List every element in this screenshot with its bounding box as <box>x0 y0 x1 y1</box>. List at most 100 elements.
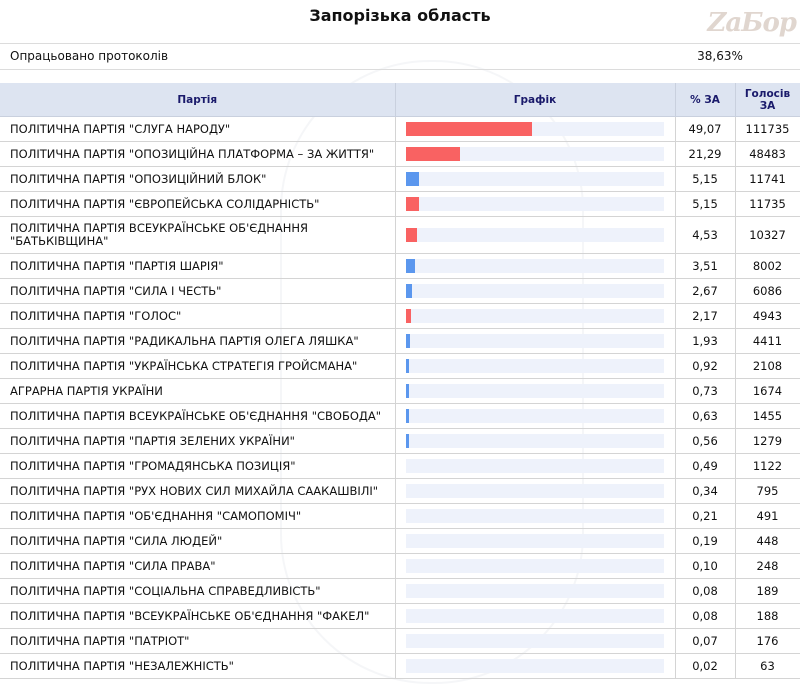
graph-cell <box>395 528 676 554</box>
votes-value: 189 <box>735 578 800 604</box>
result-bar <box>405 147 461 161</box>
percent-value: 4,53 <box>675 216 736 254</box>
zabor-logo: ZaБор <box>707 8 797 38</box>
party-name: ПОЛІТИЧНА ПАРТІЯ "СОЦІАЛЬНА СПРАВЕДЛИВІС… <box>0 578 396 604</box>
percent-value: 0,63 <box>675 403 736 429</box>
percent-value: 1,93 <box>675 328 736 354</box>
party-name: ПОЛІТИЧНА ПАРТІЯ "ЄВРОПЕЙСЬКА СОЛІДАРНІС… <box>0 191 396 217</box>
votes-value: 176 <box>735 628 800 654</box>
table-row: ПОЛІТИЧНА ПАРТІЯ "СИЛА ПРАВА" 0,10 248 <box>0 553 800 579</box>
graph-cell <box>395 453 676 479</box>
votes-value: 448 <box>735 528 800 554</box>
bar-track <box>405 659 664 673</box>
percent-value: 21,29 <box>675 141 736 167</box>
table-row: ПОЛІТИЧНА ПАРТІЯ "НЕЗАЛЕЖНІСТЬ" 0,02 63 <box>0 653 800 679</box>
votes-value: 4411 <box>735 328 800 354</box>
graph-cell <box>395 116 676 142</box>
table-row: ПОЛІТИЧНА ПАРТІЯ "ОПОЗИЦІЙНИЙ БЛОК" 5,15 1… <box>0 166 800 192</box>
votes-value: 4943 <box>735 303 800 329</box>
party-name: ПОЛІТИЧНА ПАРТІЯ "СИЛА І ЧЕСТЬ" <box>0 278 396 304</box>
header-percent[interactable]: % ЗА <box>675 83 736 117</box>
graph-cell <box>395 603 676 629</box>
votes-value: 188 <box>735 603 800 629</box>
bar-track <box>405 172 664 186</box>
table-row: ПОЛІТИЧНА ПАРТІЯ "РАДИКАЛЬНА ПАРТІЯ ОЛЕГ… <box>0 328 800 354</box>
votes-value: 6086 <box>735 278 800 304</box>
bar-track <box>405 459 664 473</box>
bar-track <box>405 197 664 211</box>
percent-value: 0,10 <box>675 553 736 579</box>
result-bar <box>405 434 409 448</box>
result-bar <box>405 172 419 186</box>
results-body: ПОЛІТИЧНА ПАРТІЯ "СЛУГА НАРОДУ" 49,07 1117… <box>0 116 800 679</box>
table-row: ПОЛІТИЧНА ПАРТІЯ "ПАРТІЯ ЗЕЛЕНИХ УКРАЇНИ… <box>0 428 800 454</box>
bar-track <box>405 147 664 161</box>
votes-value: 48483 <box>735 141 800 167</box>
votes-value: 1279 <box>735 428 800 454</box>
bar-track <box>405 384 664 398</box>
processed-value: 38,63% <box>697 49 743 63</box>
percent-value: 5,15 <box>675 166 736 192</box>
graph-cell <box>395 278 676 304</box>
percent-value: 3,51 <box>675 253 736 279</box>
percent-value: 0,07 <box>675 628 736 654</box>
result-bar <box>405 334 411 348</box>
party-name: ПОЛІТИЧНА ПАРТІЯ "ОПОЗИЦІЙНИЙ БЛОК" <box>0 166 396 192</box>
header-party[interactable]: Партія <box>0 83 396 117</box>
votes-value: 1122 <box>735 453 800 479</box>
bar-track <box>405 259 664 273</box>
votes-value: 2108 <box>735 353 800 379</box>
result-bar <box>405 359 409 373</box>
table-row: ПОЛІТИЧНА ПАРТІЯ "СОЦІАЛЬНА СПРАВЕДЛИВІС… <box>0 578 800 604</box>
graph-cell <box>395 628 676 654</box>
header-votes[interactable]: Голосів ЗА <box>735 83 800 117</box>
party-name: ПОЛІТИЧНА ПАРТІЯ "ВСЕУКРАЇНСЬКЕ ОБ'ЄДНАН… <box>0 603 396 629</box>
percent-value: 2,17 <box>675 303 736 329</box>
header-graph: Графік <box>395 83 676 117</box>
votes-value: 11741 <box>735 166 800 192</box>
votes-value: 795 <box>735 478 800 504</box>
percent-value: 0,19 <box>675 528 736 554</box>
table-row: ПОЛІТИЧНА ПАРТІЯ "ВСЕУКРАЇНСЬКЕ ОБ'ЄДНАН… <box>0 603 800 629</box>
party-name: ПОЛІТИЧНА ПАРТІЯ "СИЛА ПРАВА" <box>0 553 396 579</box>
bar-track <box>405 309 664 323</box>
bar-track <box>405 409 664 423</box>
votes-value: 1674 <box>735 378 800 404</box>
graph-cell <box>395 478 676 504</box>
table-row: АГРАРНА ПАРТІЯ УКРАЇНИ 0,73 1674 <box>0 378 800 404</box>
processed-protocols-row: Опрацьовано протоколів 38,63% <box>0 43 800 70</box>
votes-value: 1455 <box>735 403 800 429</box>
table-row: ПОЛІТИЧНА ПАРТІЯ "ЄВРОПЕЙСЬКА СОЛІДАРНІС… <box>0 191 800 217</box>
bar-track <box>405 484 664 498</box>
percent-value: 0,92 <box>675 353 736 379</box>
graph-cell <box>395 141 676 167</box>
percent-value: 0,34 <box>675 478 736 504</box>
graph-cell <box>395 428 676 454</box>
bar-track <box>405 434 664 448</box>
bar-track <box>405 228 664 242</box>
graph-cell <box>395 216 676 254</box>
party-name: ПОЛІТИЧНА ПАРТІЯ "ОПОЗИЦІЙНА ПЛАТФОРМА –… <box>0 141 396 167</box>
percent-value: 0,08 <box>675 578 736 604</box>
bar-track <box>405 559 664 573</box>
party-name: ПОЛІТИЧНА ПАРТІЯ "ОБ'ЄДНАННЯ "САМОПОМІЧ" <box>0 503 396 529</box>
party-name: ПОЛІТИЧНА ПАРТІЯ "ПАРТІЯ ЗЕЛЕНИХ УКРАЇНИ… <box>0 428 396 454</box>
table-row: ПОЛІТИЧНА ПАРТІЯ "СИЛА ЛЮДЕЙ" 0,19 448 <box>0 528 800 554</box>
table-row: ПОЛІТИЧНА ПАРТІЯ "РУХ НОВИХ СИЛ МИХАЙЛА … <box>0 478 800 504</box>
percent-value: 0,08 <box>675 603 736 629</box>
table-row: ПОЛІТИЧНА ПАРТІЯ ВСЕУКРАЇНСЬКЕ ОБ'ЄДНАНН… <box>0 403 800 429</box>
table-row: ПОЛІТИЧНА ПАРТІЯ "ГРОМАДЯНСЬКА ПОЗИЦІЯ" 0… <box>0 453 800 479</box>
graph-cell <box>395 191 676 217</box>
bar-track <box>405 534 664 548</box>
table-row: ПОЛІТИЧНА ПАРТІЯ "УКРАЇНСЬКА СТРАТЕГІЯ Г… <box>0 353 800 379</box>
table-row: ПОЛІТИЧНА ПАРТІЯ "ПАТРІОТ" 0,07 176 <box>0 628 800 654</box>
result-bar <box>405 122 533 136</box>
result-bar <box>405 384 409 398</box>
party-name: ПОЛІТИЧНА ПАРТІЯ ВСЕУКРАЇНСЬКЕ ОБ'ЄДНАНН… <box>0 216 396 254</box>
party-name: ПОЛІТИЧНА ПАРТІЯ "ПАТРІОТ" <box>0 628 396 654</box>
result-bar <box>405 284 413 298</box>
table-row: ПОЛІТИЧНА ПАРТІЯ "ОПОЗИЦІЙНА ПЛАТФОРМА –… <box>0 141 800 167</box>
graph-cell <box>395 378 676 404</box>
percent-value: 0,21 <box>675 503 736 529</box>
percent-value: 49,07 <box>675 116 736 142</box>
